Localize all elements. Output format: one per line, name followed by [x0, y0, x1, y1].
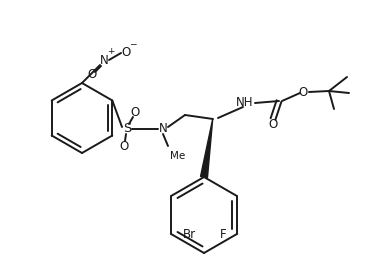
Text: O: O [88, 68, 96, 81]
Text: O: O [130, 106, 140, 119]
Text: O: O [268, 119, 278, 132]
Text: O: O [119, 140, 129, 153]
Polygon shape [201, 119, 213, 178]
Text: O: O [298, 86, 308, 99]
Text: F: F [220, 227, 227, 240]
Text: +: + [107, 47, 115, 56]
Text: NH: NH [236, 96, 254, 109]
Text: N: N [100, 55, 109, 68]
Text: Br: Br [183, 227, 196, 240]
Text: O: O [121, 47, 131, 60]
Text: −: − [129, 39, 137, 48]
Text: S: S [123, 122, 131, 135]
Text: Me: Me [170, 151, 185, 161]
Text: N: N [159, 122, 167, 135]
